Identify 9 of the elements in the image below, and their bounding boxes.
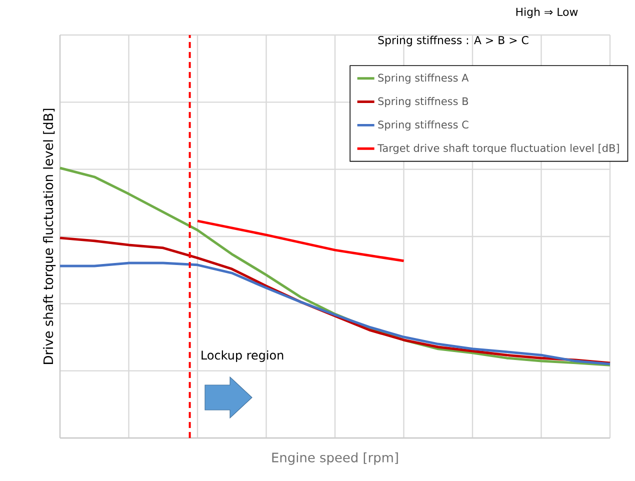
legend-label: Spring stiffness A (378, 74, 469, 84)
x-axis-title: Engine speed [rpm] (272, 452, 398, 465)
legend-label: Target drive shaft torque fluctuation level [dB] (378, 144, 619, 154)
annotation: Lockup region (202, 350, 284, 362)
legend-label: Spring stiffness B (378, 97, 468, 108)
text: Spring stiffness : A > B > C (378, 36, 528, 46)
legend-label: Spring stiffness C (378, 120, 468, 131)
text: High ⇒ Low (516, 8, 578, 18)
y-axis-title: Drive shaft torque fluctuation level [dB] (43, 108, 56, 364)
